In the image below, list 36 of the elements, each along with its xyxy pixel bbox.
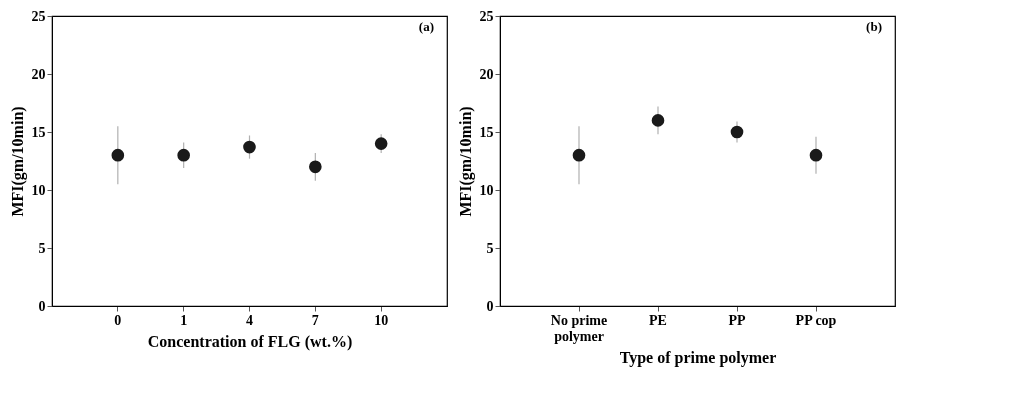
y-axis-title: MFI(gm/10min) xyxy=(456,106,475,217)
y-tick-label: 5 xyxy=(486,240,494,256)
point xyxy=(309,160,322,174)
point xyxy=(374,137,388,150)
point xyxy=(730,125,744,139)
y-axis-title: MFI(gm/10min) xyxy=(8,106,27,217)
x-tick-label: 0 xyxy=(114,312,122,328)
x-tick-label: 1 xyxy=(180,312,188,328)
x-axis-title: Concentration of FLG (wt.%) xyxy=(147,332,353,351)
y-tick-label: 25 xyxy=(31,8,46,24)
point xyxy=(809,148,823,162)
x-tick-label: No prime polymer xyxy=(550,312,608,344)
x-tick-label: 10 xyxy=(374,312,389,328)
x-tick-label: PP cop xyxy=(795,312,837,328)
point xyxy=(177,148,190,162)
annotation: (b) xyxy=(866,19,882,34)
point xyxy=(243,140,256,154)
y-tick-label: 5 xyxy=(38,240,46,256)
y-tick-label: 0 xyxy=(486,298,494,314)
y-tick-label: 15 xyxy=(31,124,46,140)
y-tick-label: 25 xyxy=(479,8,494,24)
y-tick-label: 15 xyxy=(479,124,494,140)
x-tick-label: 7 xyxy=(311,312,319,328)
point xyxy=(572,148,586,162)
y-tick-label: 10 xyxy=(479,182,494,198)
point xyxy=(651,114,665,127)
x-tick-label: PE xyxy=(649,312,667,328)
x-tick-label: 4 xyxy=(246,312,253,328)
y-tick-label: 10 xyxy=(31,182,46,198)
y-tick-label: 20 xyxy=(479,66,494,82)
x-tick-label: PP xyxy=(728,312,746,328)
annotation: (a) xyxy=(418,19,434,34)
y-tick-label: 20 xyxy=(31,66,46,82)
x-axis-title: Type of prime polymer xyxy=(619,348,777,367)
y-tick-label: 0 xyxy=(38,298,46,314)
point xyxy=(111,148,125,162)
